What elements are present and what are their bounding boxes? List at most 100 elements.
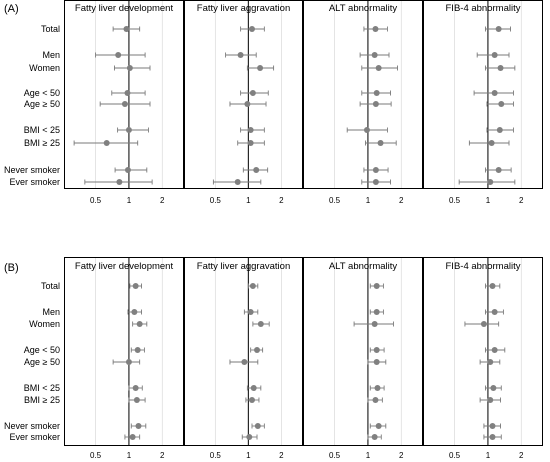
row-label: Never smoker bbox=[4, 421, 60, 431]
subplot-1: Fatty liver development 0.5 1 2 bbox=[64, 0, 184, 205]
point-estimate bbox=[249, 283, 256, 289]
tick-label: 2 bbox=[279, 451, 284, 460]
tick-label: 2 bbox=[160, 451, 165, 460]
tick-label: 2 bbox=[399, 196, 404, 205]
tick-label: 0.5 bbox=[90, 196, 102, 205]
point-estimate bbox=[253, 167, 260, 173]
row-label: Total bbox=[41, 24, 60, 34]
point-estimate bbox=[254, 423, 261, 429]
point-estimate bbox=[250, 385, 257, 391]
tick-label: 1 bbox=[486, 451, 491, 460]
subplot-title: Fatty liver development bbox=[75, 3, 174, 14]
subplot-frame bbox=[64, 257, 184, 446]
point-estimate bbox=[244, 101, 251, 107]
row-label: Women bbox=[29, 319, 60, 329]
point-estimate bbox=[247, 127, 254, 133]
point-estimate bbox=[371, 321, 378, 327]
point-estimate bbox=[132, 283, 139, 289]
point-estimate bbox=[249, 26, 256, 32]
subplot-title: FIB-4 abnormality bbox=[446, 3, 521, 14]
tick-label: 1 bbox=[486, 196, 491, 205]
tick-label: 2 bbox=[279, 196, 284, 205]
point-estimate bbox=[372, 179, 379, 185]
subplot-frame bbox=[184, 257, 303, 446]
row-label: Age < 50 bbox=[24, 88, 60, 98]
point-estimate bbox=[124, 90, 131, 96]
point-estimate bbox=[372, 26, 379, 32]
point-estimate bbox=[489, 434, 496, 440]
point-estimate bbox=[375, 65, 382, 71]
point-estimate bbox=[363, 127, 370, 133]
subplot-frame bbox=[303, 0, 423, 189]
point-estimate bbox=[480, 321, 487, 327]
subplot-2: Fatty liver aggravation 0.5 1 2 bbox=[184, 257, 303, 460]
row-label: BMI < 25 bbox=[24, 125, 60, 135]
point-estimate bbox=[496, 127, 503, 133]
point-estimate bbox=[495, 167, 502, 173]
tick-label: 2 bbox=[519, 451, 524, 460]
point-estimate bbox=[373, 347, 380, 353]
subplot-2: Fatty liver aggravation 0.5 1 2 bbox=[184, 0, 303, 205]
subplot-title: ALT abnormality bbox=[329, 3, 398, 14]
point-estimate bbox=[487, 359, 494, 365]
point-estimate bbox=[134, 347, 141, 353]
point-estimate bbox=[126, 65, 133, 71]
point-estimate bbox=[116, 179, 123, 185]
point-estimate bbox=[132, 385, 139, 391]
point-estimate bbox=[373, 283, 380, 289]
point-estimate bbox=[123, 26, 130, 32]
row-label: Age < 50 bbox=[24, 345, 60, 355]
subplot-frame bbox=[64, 0, 184, 189]
subplot-4: FIB-4 abnormality 0.5 1 2 bbox=[423, 257, 543, 460]
row-label: Men bbox=[42, 307, 60, 317]
point-estimate bbox=[241, 359, 248, 365]
tick-label: 1 bbox=[366, 451, 371, 460]
row-label: BMI ≥ 25 bbox=[24, 138, 60, 148]
point-estimate bbox=[129, 434, 136, 440]
point-estimate bbox=[237, 52, 244, 58]
point-estimate bbox=[247, 309, 254, 315]
tick-label: 0.5 bbox=[210, 451, 222, 460]
point-estimate bbox=[498, 101, 505, 107]
point-estimate bbox=[125, 359, 132, 365]
point-estimate bbox=[377, 140, 384, 146]
subplot-1: Fatty liver development 0.5 1 2 bbox=[64, 257, 184, 460]
point-estimate bbox=[487, 397, 494, 403]
point-estimate bbox=[497, 65, 504, 71]
point-estimate bbox=[249, 397, 256, 403]
point-estimate bbox=[133, 397, 140, 403]
row-label: Ever smoker bbox=[9, 177, 60, 187]
subplot-4: FIB-4 abnormality 0.5 1 2 bbox=[423, 0, 543, 205]
point-estimate bbox=[131, 309, 138, 315]
point-estimate bbox=[490, 385, 497, 391]
row-label: Ever smoker bbox=[9, 432, 60, 442]
point-estimate bbox=[103, 140, 110, 146]
point-estimate bbox=[257, 65, 264, 71]
point-estimate bbox=[491, 52, 498, 58]
point-estimate bbox=[371, 434, 378, 440]
point-estimate bbox=[136, 321, 143, 327]
tick-label: 1 bbox=[246, 451, 251, 460]
point-estimate bbox=[371, 52, 378, 58]
point-estimate bbox=[487, 179, 494, 185]
tick-label: 2 bbox=[399, 451, 404, 460]
tick-label: 0.5 bbox=[449, 451, 461, 460]
subplot-frame bbox=[423, 257, 543, 446]
point-estimate bbox=[254, 347, 261, 353]
point-estimate bbox=[491, 309, 498, 315]
point-estimate bbox=[374, 385, 381, 391]
tick-label: 1 bbox=[366, 196, 371, 205]
subplot-3: ALT abnormality 0.5 1 2 bbox=[303, 0, 423, 205]
subplot-frame bbox=[184, 0, 303, 189]
subplot-frame bbox=[303, 257, 423, 446]
point-estimate bbox=[375, 423, 382, 429]
point-estimate bbox=[488, 140, 495, 146]
tick-label: 1 bbox=[246, 196, 251, 205]
point-estimate bbox=[491, 347, 498, 353]
tick-label: 1 bbox=[127, 451, 132, 460]
tick-label: 0.5 bbox=[329, 196, 341, 205]
row-label: Never smoker bbox=[4, 165, 60, 175]
row-label: BMI ≥ 25 bbox=[24, 395, 60, 405]
point-estimate bbox=[495, 26, 502, 32]
